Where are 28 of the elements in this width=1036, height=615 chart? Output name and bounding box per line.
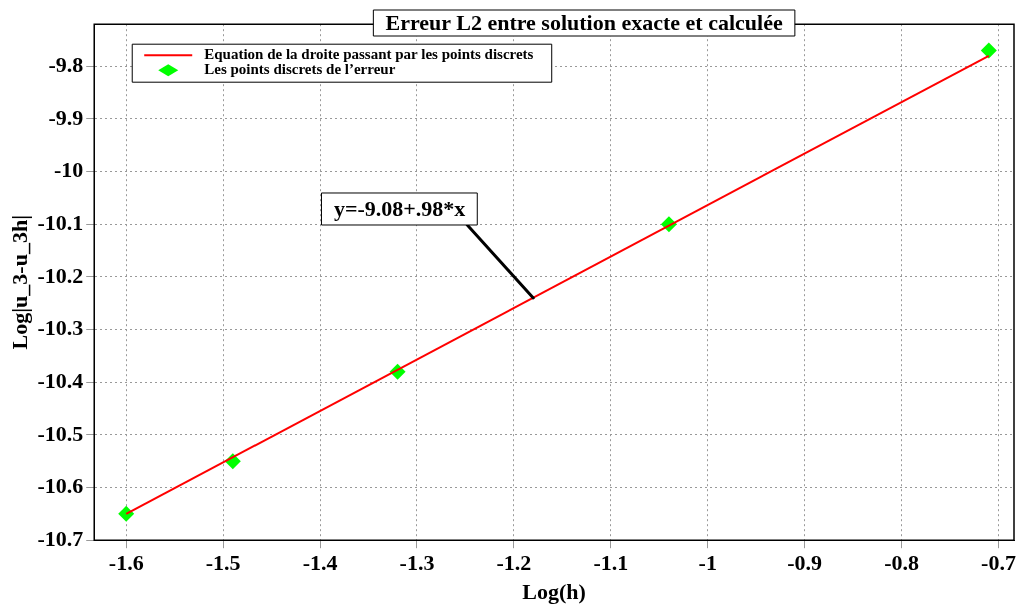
y-tick-label: -10.1 <box>37 209 84 235</box>
y-tick-label: -9.9 <box>48 104 84 130</box>
y-tick-label: -10.2 <box>37 262 84 288</box>
y-tick-label: -9.8 <box>48 52 84 78</box>
x-tick-label: -1.4 <box>302 550 338 576</box>
y-tick-label: -10.4 <box>37 367 84 393</box>
x-tick-label: -1.3 <box>399 550 435 576</box>
x-tick-label: -1.5 <box>205 550 241 576</box>
y-tick-label: -10.3 <box>37 315 84 341</box>
annotation: y=-9.08+.98*x <box>333 195 466 221</box>
y-tick-label: -10.7 <box>37 525 84 551</box>
y-tick-label: -10.6 <box>37 473 84 499</box>
chart-title: Erreur L2 entre solution exacte et calculée <box>385 9 783 35</box>
y-tick-label: -10 <box>53 157 84 183</box>
point <box>980 42 997 59</box>
point <box>118 505 135 522</box>
x-tick-label: -0.7 <box>981 550 1016 576</box>
x-tick-label: -1.6 <box>108 550 144 576</box>
x-tick-label: -1 <box>698 550 717 576</box>
legend-label: Equation de la droite passant par les points discrets <box>204 46 534 63</box>
x-tick-label: -1.2 <box>496 550 532 576</box>
x-axis-title: Log(h) <box>522 579 586 605</box>
y-axis-title: Log|u_3-u_3h| <box>6 215 32 350</box>
x-tick-label: -0.8 <box>884 550 919 576</box>
y-tick-label: -10.5 <box>37 420 84 446</box>
x-tick-label: -1.1 <box>593 550 629 576</box>
legend-label: Les points discrets de l’erreur <box>204 61 396 78</box>
x-tick-label: -0.9 <box>787 550 823 576</box>
